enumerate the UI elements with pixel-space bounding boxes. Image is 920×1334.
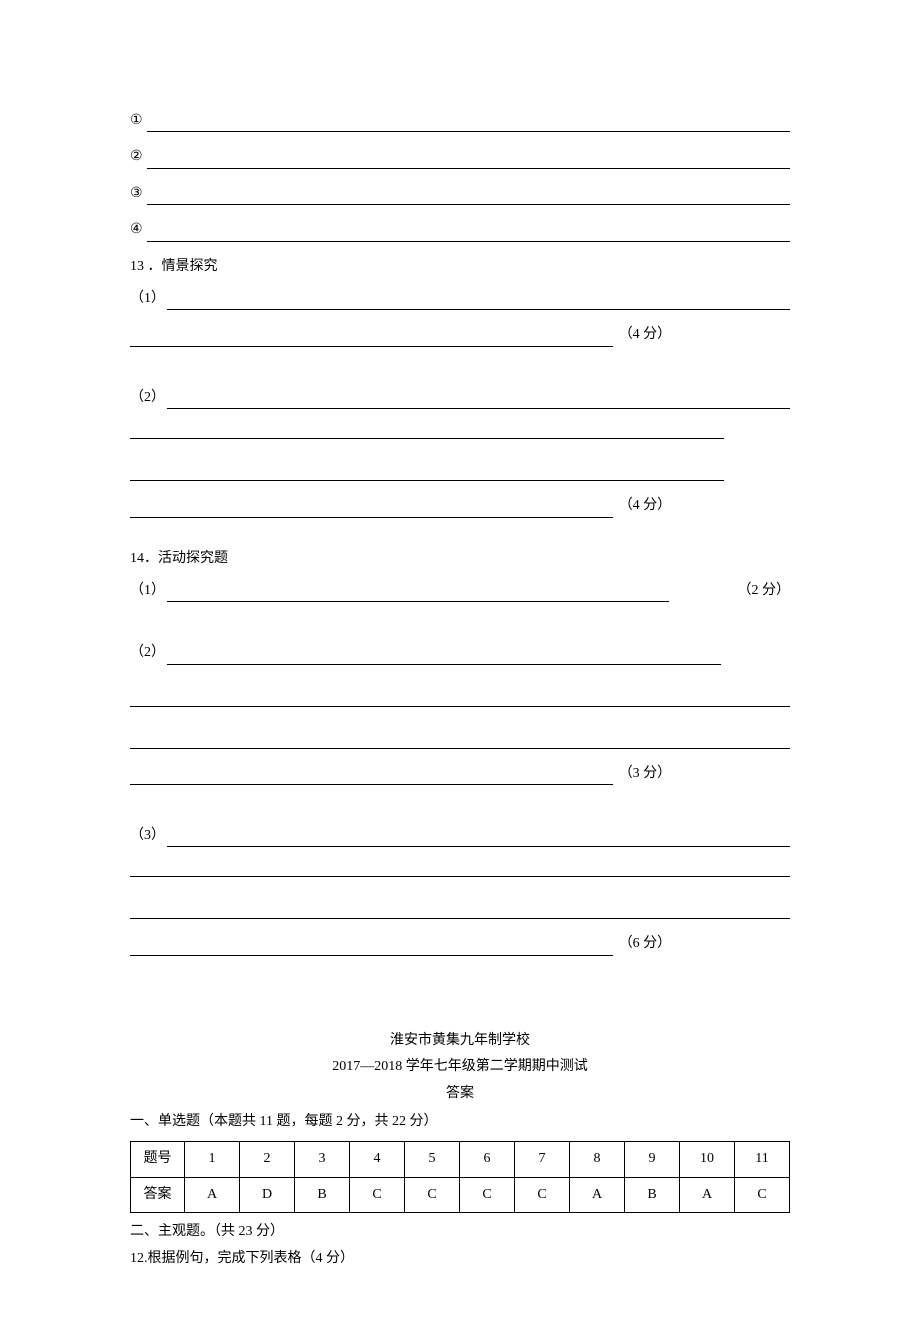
circled-number-3: ③ [130, 183, 147, 205]
sub12: 12.根据例句，完成下列表格（4 分） [130, 1248, 790, 1270]
answer-cell: D [240, 1177, 295, 1212]
q13-part2-line4: （4 分） [130, 495, 671, 517]
qnum: 2 [240, 1142, 295, 1177]
q14-part1-line: （1） （2 分） [130, 580, 790, 602]
q14-part2-score: （3 分） [613, 763, 672, 785]
answer-cell: B [295, 1177, 350, 1212]
q14-part2-line4: （3 分） [130, 763, 671, 785]
blank-line [130, 861, 790, 877]
term-info: 2017—2018 学年七年级第二学期期中测试 [130, 1056, 790, 1078]
circled-number-1: ① [130, 110, 147, 132]
circled-number-4: ④ [130, 219, 147, 241]
answer-cell: B [625, 1177, 680, 1212]
blank-line [130, 465, 724, 481]
qnum: 1 [185, 1142, 240, 1177]
q14-part3-score: （6 分） [613, 933, 672, 955]
q13-part2-label: （2） [130, 387, 167, 409]
answer-cell: C [735, 1177, 790, 1212]
q14-part2-label: （2） [130, 642, 167, 664]
answer-cell: A [185, 1177, 240, 1212]
blank-line [147, 189, 790, 205]
blank-line [167, 831, 790, 847]
q13-part2-line1: （2） [130, 387, 790, 409]
blank-line [147, 226, 790, 242]
blank-line [147, 116, 790, 132]
q13-part1-line2: （4 分） [130, 324, 671, 346]
row-label-q: 题号 [131, 1142, 185, 1177]
answer-cell: C [515, 1177, 570, 1212]
qnum: 8 [570, 1142, 625, 1177]
answer-cell: C [405, 1177, 460, 1212]
blank-line [130, 733, 790, 749]
answer-cell: C [350, 1177, 405, 1212]
circled-item-4: ④ [130, 219, 790, 241]
blank-line [130, 502, 613, 518]
answer-cell: A [570, 1177, 625, 1212]
section1-header: 一、单选题（本题共 11 题，每题 2 分，共 22 分） [130, 1111, 790, 1133]
answer-cell: A [680, 1177, 735, 1212]
qnum: 11 [735, 1142, 790, 1177]
section2-header: 二、主观题。（共 23 分） [130, 1221, 790, 1243]
school-name: 淮安市黄集九年制学校 [130, 1030, 790, 1052]
q14-part2-line1: （2） [130, 642, 790, 664]
qnum: 7 [515, 1142, 570, 1177]
table-row-question-numbers: 题号 1 2 3 4 5 6 7 8 9 10 11 [131, 1142, 790, 1177]
q13-part2-score: （4 分） [613, 495, 672, 517]
answer-cell: C [460, 1177, 515, 1212]
table-row-answers: 答案 A D B C C C C A B A C [131, 1177, 790, 1212]
qnum: 3 [295, 1142, 350, 1177]
blank-line [130, 423, 724, 439]
circled-item-1: ① [130, 110, 790, 132]
blank-line [167, 393, 790, 409]
blank-line [130, 940, 613, 956]
q14-part1-label: （1） [130, 580, 167, 602]
circled-number-2: ② [130, 146, 147, 168]
blank-line [130, 769, 613, 785]
blank-line [167, 649, 721, 665]
q13-part1-line1: （1） [130, 288, 790, 310]
qnum: 9 [625, 1142, 680, 1177]
q13-part1-label: （1） [130, 288, 167, 310]
qnum: 6 [460, 1142, 515, 1177]
answer-table: 题号 1 2 3 4 5 6 7 8 9 10 11 答案 A D B C C … [130, 1141, 790, 1213]
circled-item-3: ③ [130, 183, 790, 205]
q13-part1-score: （4 分） [613, 324, 672, 346]
blank-line [167, 586, 669, 602]
q13-header: 13 ．情景探究 [130, 256, 790, 278]
blank-line [130, 691, 790, 707]
answer-title: 答案 [130, 1083, 790, 1105]
q14-part1-score: （2 分） [732, 580, 791, 602]
q14-part3-label: （3） [130, 825, 167, 847]
blank-line [130, 903, 790, 919]
qnum: 4 [350, 1142, 405, 1177]
blank-line [167, 294, 790, 310]
qnum: 5 [405, 1142, 460, 1177]
qnum: 10 [680, 1142, 735, 1177]
circled-item-2: ② [130, 146, 790, 168]
q14-part3-line4: （6 分） [130, 933, 671, 955]
blank-line [130, 331, 613, 347]
blank-line [147, 153, 790, 169]
row-label-a: 答案 [131, 1177, 185, 1212]
q14-part3-line1: （3） [130, 825, 790, 847]
q14-header: 14．活动探究题 [130, 548, 790, 570]
